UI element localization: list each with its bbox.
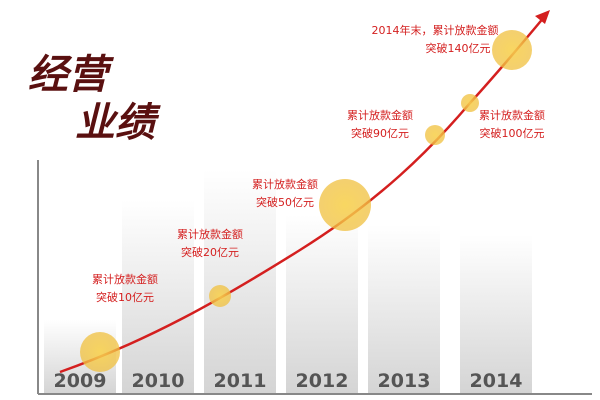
column [286, 215, 358, 394]
milestone-label: 突破100亿元 [480, 126, 545, 140]
year-label: 2011 [214, 370, 267, 392]
year-label: 2010 [132, 370, 185, 392]
milestone-dot [319, 179, 371, 231]
milestone-dots [80, 30, 532, 372]
milestone-label: 突破140亿元 [426, 41, 491, 55]
title: 业绩 [75, 99, 161, 146]
milestone-label: 累计放款金额 [479, 108, 545, 122]
milestone-label: 累计放款金额 [177, 227, 243, 241]
milestone-dot [209, 285, 231, 307]
milestone-dot [425, 125, 445, 145]
milestone-label: 2014年末，累计放款金额 [372, 23, 499, 37]
columns [44, 170, 532, 394]
milestone-dot [461, 94, 479, 112]
milestone-label: 突破10亿元 [96, 290, 154, 304]
column [122, 200, 194, 394]
year-label: 2014 [470, 370, 523, 392]
labels: 2009 2010 2011 2012 2013 2014累计放款金额突破10亿元累计放款… [54, 23, 545, 392]
column [368, 225, 440, 394]
column [460, 235, 532, 394]
milestone-label: 突破90亿元 [351, 126, 409, 140]
milestone-label: 累计放款金额 [347, 108, 413, 122]
year-label: 2013 [378, 370, 431, 392]
arrow-head [535, 10, 550, 24]
milestone-label: 累计放款金额 [92, 272, 158, 286]
year-label: 2012 [296, 370, 349, 392]
year-label: 2009 [54, 370, 107, 392]
milestone-label: 累计放款金额 [252, 177, 318, 191]
milestone-dot [492, 30, 532, 70]
milestone-label: 突破20亿元 [181, 245, 239, 259]
milestone-label: 突破50亿元 [256, 195, 314, 209]
column [204, 170, 276, 394]
milestone-dot [80, 332, 120, 372]
title: 经营 [28, 51, 114, 98]
